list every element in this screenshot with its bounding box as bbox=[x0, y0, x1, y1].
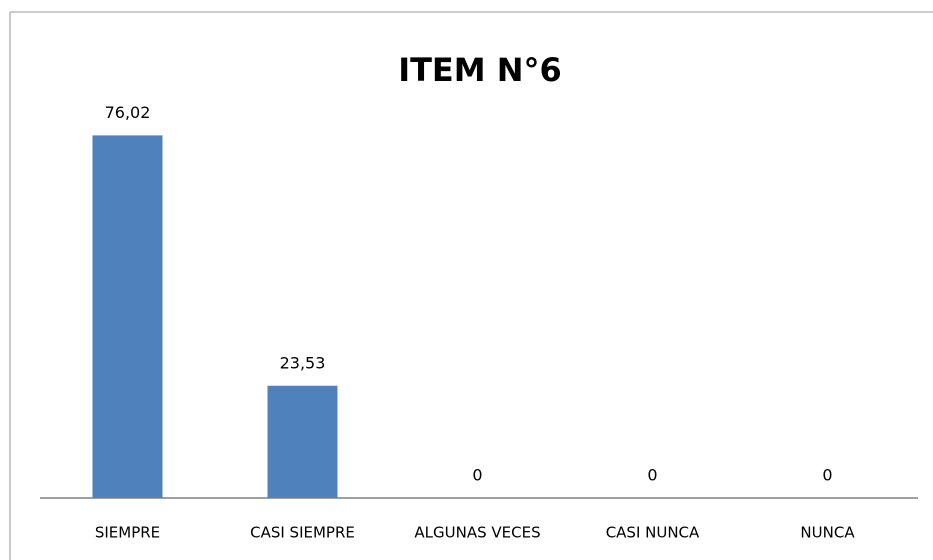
value-label: 0 bbox=[822, 466, 832, 485]
x-tick-label: CASI SIEMPRE bbox=[250, 524, 355, 542]
bar bbox=[267, 385, 338, 498]
x-tick-label: CASI NUNCA bbox=[606, 524, 700, 542]
x-tick-label: ALGUNAS VECES bbox=[414, 524, 540, 542]
value-label: 0 bbox=[647, 466, 657, 485]
value-label: 76,02 bbox=[105, 103, 151, 122]
x-tick-label: SIEMPRE bbox=[95, 524, 160, 542]
chart-title: ITEM N°6 bbox=[398, 51, 562, 89]
value-label: 23,53 bbox=[280, 353, 326, 372]
value-label: 0 bbox=[472, 466, 482, 485]
x-tick-label: NUNCA bbox=[800, 524, 855, 542]
bar bbox=[92, 135, 163, 499]
